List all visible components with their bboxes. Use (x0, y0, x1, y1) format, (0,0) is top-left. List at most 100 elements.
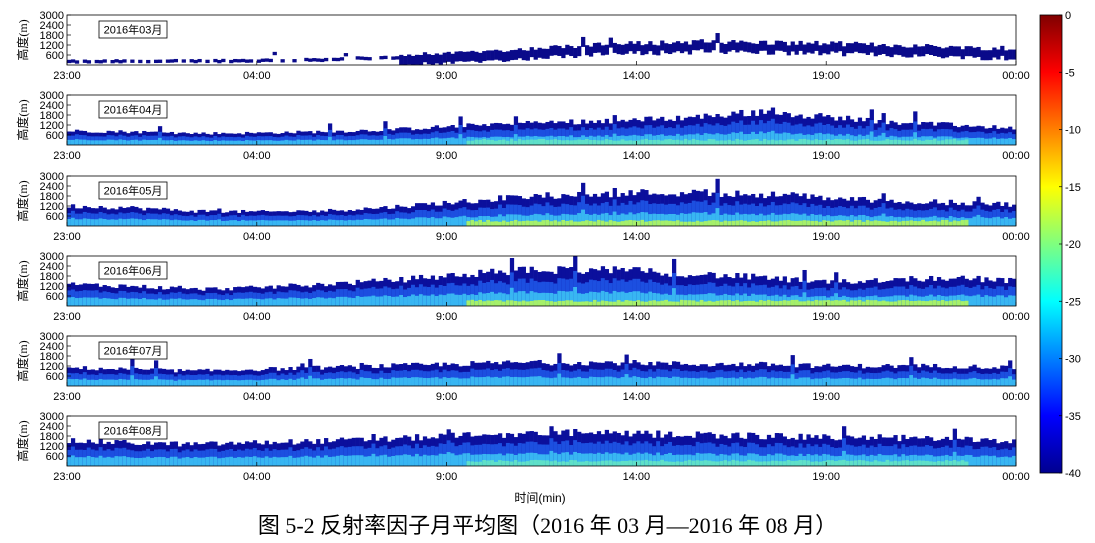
echo-core (549, 301, 554, 306)
echo-layer-low (877, 453, 882, 466)
echo-column (988, 50, 993, 61)
echo-layer-low (189, 299, 194, 306)
echo-layer-low (521, 453, 526, 466)
echo-core (845, 301, 851, 306)
echo-layer-low (1000, 378, 1005, 386)
echo-layer-low (153, 139, 159, 145)
echo-layer-low (284, 139, 289, 145)
echo-core (735, 138, 740, 145)
echo-column (407, 54, 412, 65)
echo-core (842, 459, 847, 466)
echo-layer-low (442, 454, 447, 466)
echo-layer-low (652, 292, 657, 306)
echo-core (604, 460, 610, 466)
echo-layer-low (383, 295, 388, 306)
echo-layer-low (940, 379, 946, 386)
echo-layer-low (596, 377, 602, 386)
echo-core (490, 300, 495, 306)
echo-column (719, 42, 724, 53)
echo-layer-low (569, 378, 574, 386)
echo-layer-low (1012, 379, 1017, 386)
echo-layer-low (264, 220, 269, 226)
echo-layer-low (197, 379, 202, 386)
echo-core (478, 299, 483, 306)
echo-layer-low (70, 455, 76, 466)
echo-column (446, 51, 451, 62)
echo-layer-low (1004, 378, 1009, 386)
echo-layer-low (648, 291, 653, 306)
echo-layer-low (675, 133, 681, 145)
echo-core (683, 138, 689, 145)
echo-layer-low (592, 376, 598, 386)
y-tick-label: 600 (46, 371, 64, 383)
echo-core (703, 140, 708, 145)
echo-layer-low (810, 379, 815, 386)
echo-core (715, 461, 720, 466)
echo-layer-low (379, 377, 384, 386)
echo-layer-low (1000, 218, 1005, 226)
echo-layer-low (359, 296, 364, 306)
echo-layer-low (972, 216, 977, 226)
echo-core (513, 459, 519, 466)
echo-layer-low (549, 293, 554, 306)
echo-core (747, 221, 752, 226)
echo-core (948, 221, 954, 226)
echo-layer-low (288, 140, 293, 145)
echo-layer-low (304, 298, 309, 306)
echo-layer-low (466, 453, 471, 466)
echo-layer-low (996, 379, 1001, 386)
echo-core (604, 221, 610, 226)
echo-layer-low (399, 294, 404, 306)
echo-column (557, 45, 562, 56)
echo-layer-low (363, 456, 368, 466)
echo-layer-low (454, 294, 459, 306)
echo-core (830, 221, 835, 226)
echo-core (778, 220, 784, 226)
echo-layer-low (248, 379, 254, 386)
echo-column (715, 33, 720, 44)
echo-layer-low (968, 296, 973, 306)
echo-core (929, 220, 934, 226)
echo-layer-low (794, 213, 799, 226)
echo-layer-low (628, 135, 633, 145)
echo-layer-low (367, 139, 372, 145)
echo-core (537, 138, 542, 145)
echo-layer-low (426, 217, 432, 226)
echo-core (703, 301, 708, 306)
echo-core (687, 300, 693, 306)
echo-core (711, 301, 716, 306)
echo-layer-low (225, 140, 230, 145)
echo-layer-low (727, 133, 732, 145)
echo-layer-low (932, 377, 938, 386)
echo-layer-low (434, 137, 439, 145)
echo-layer-low (276, 380, 281, 386)
y-tick-label: 3000 (40, 171, 64, 183)
echo-layer-low (561, 213, 566, 226)
echo-core (699, 221, 704, 226)
echo-layer-low (1012, 217, 1017, 226)
echo-layer-low (399, 455, 404, 466)
echo-layer-low (411, 377, 416, 386)
colorbar-tick-label: -10 (1065, 125, 1081, 137)
echo-core (940, 140, 946, 145)
echo-layer-low (221, 457, 226, 466)
echo-core (921, 460, 926, 466)
echo-layer-low (810, 455, 815, 466)
echo-core (901, 460, 906, 466)
echo-column (758, 40, 764, 51)
echo-layer-low (205, 140, 210, 145)
echo-core (494, 461, 499, 466)
echo-layer-low (513, 376, 519, 386)
echo-column (395, 56, 400, 60)
echo-core (857, 300, 863, 306)
echo-core (790, 299, 795, 306)
echo-core (932, 300, 938, 306)
axes-frame (66, 94, 1017, 146)
echo-column (940, 48, 946, 59)
echo-column (335, 57, 341, 62)
echo-layer-low (861, 379, 867, 386)
echo-core (478, 220, 483, 226)
echo-core (739, 220, 744, 226)
echo-core (581, 139, 586, 145)
